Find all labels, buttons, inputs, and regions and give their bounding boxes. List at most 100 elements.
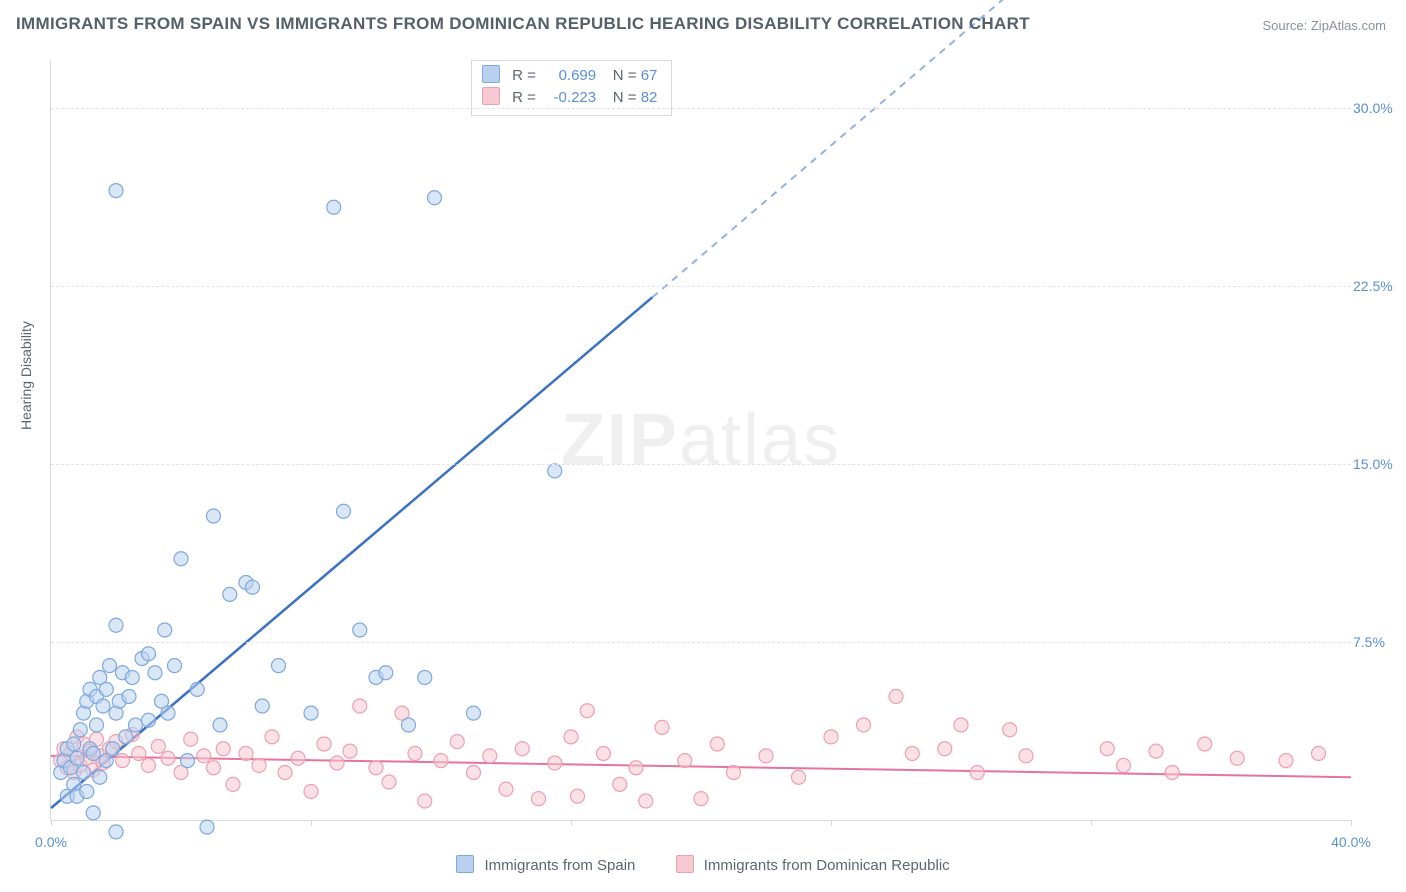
x-tick [1091,820,1092,826]
point-series2 [226,777,240,791]
point-series2 [265,730,279,744]
point-series2 [252,758,266,772]
trendline-series1-dashed [652,0,1351,297]
point-series2 [369,761,383,775]
point-series1 [200,820,214,834]
point-series2 [613,777,627,791]
point-series1 [158,623,172,637]
point-series2 [1019,749,1033,763]
legend-label-series1: Immigrants from Spain [485,857,636,874]
point-series1 [93,770,107,784]
x-tick [1351,820,1352,826]
x-tick-label: 0.0% [35,834,67,850]
point-series1 [125,671,139,685]
point-series1 [129,718,143,732]
point-series2 [330,756,344,770]
point-series2 [548,756,562,770]
point-series1 [142,647,156,661]
point-series2 [759,749,773,763]
point-series1 [272,659,286,673]
point-series1 [70,751,84,765]
legend-item-series1: Immigrants from Spain [456,855,635,874]
y-tick-label: 7.5% [1353,634,1403,650]
point-series2 [1165,766,1179,780]
point-series2 [116,754,130,768]
point-series1 [80,785,94,799]
point-series1 [148,666,162,680]
trendline-series1-solid [51,297,652,808]
point-series2 [499,782,513,796]
x-tick [51,820,52,826]
point-series1 [548,464,562,478]
point-series1 [168,659,182,673]
point-series2 [938,742,952,756]
point-series1 [99,682,113,696]
point-series2 [727,766,741,780]
point-series1 [77,766,91,780]
point-series1 [181,754,195,768]
point-series1 [67,737,81,751]
point-series2 [353,699,367,713]
point-series1 [106,742,120,756]
point-series2 [639,794,653,808]
gridline [51,642,1351,643]
point-series2 [343,744,357,758]
point-series1 [379,666,393,680]
point-series2 [1279,754,1293,768]
legend-bottom: Immigrants from Spain Immigrants from Do… [0,855,1406,874]
point-series2 [564,730,578,744]
point-series2 [207,761,221,775]
x-tick [571,820,572,826]
point-series2 [151,739,165,753]
point-series1 [255,699,269,713]
point-series2 [184,732,198,746]
y-tick-label: 22.5% [1353,278,1403,294]
point-series1 [109,825,123,839]
point-series2 [1117,758,1131,772]
point-series2 [161,751,175,765]
swatch-series2 [676,855,694,873]
point-series2 [824,730,838,744]
point-series2 [1003,723,1017,737]
point-series1 [213,718,227,732]
point-series2 [970,766,984,780]
x-tick-label: 40.0% [1331,834,1371,850]
chart-plot-area: ZIPatlas R = 0.699 N = 67 R = -0.223 N =… [50,60,1351,821]
source-attribution: Source: ZipAtlas.com [1262,18,1386,33]
point-series2 [580,704,594,718]
point-series1 [122,690,136,704]
point-series2 [694,792,708,806]
chart-svg [51,60,1351,820]
point-series2 [483,749,497,763]
point-series1 [109,184,123,198]
point-series1 [119,730,133,744]
point-series1 [103,659,117,673]
point-series2 [239,747,253,761]
legend-label-series2: Immigrants from Dominican Republic [704,857,950,874]
point-series2 [291,751,305,765]
point-series2 [1198,737,1212,751]
point-series2 [142,758,156,772]
point-series2 [629,761,643,775]
gridline [51,108,1351,109]
point-series1 [73,723,87,737]
point-series1 [142,713,156,727]
point-series1 [327,200,341,214]
point-series2 [678,754,692,768]
point-series2 [278,766,292,780]
point-series1 [353,623,367,637]
point-series2 [317,737,331,751]
point-series2 [467,766,481,780]
point-series1 [304,706,318,720]
point-series2 [434,754,448,768]
swatch-series1 [456,855,474,873]
point-series2 [197,749,211,763]
legend-item-series2: Immigrants from Dominican Republic [676,855,950,874]
point-series2 [571,789,585,803]
point-series2 [1312,747,1326,761]
point-series1 [223,587,237,601]
point-series2 [1100,742,1114,756]
point-series1 [86,747,100,761]
point-series2 [792,770,806,784]
point-series2 [418,794,432,808]
